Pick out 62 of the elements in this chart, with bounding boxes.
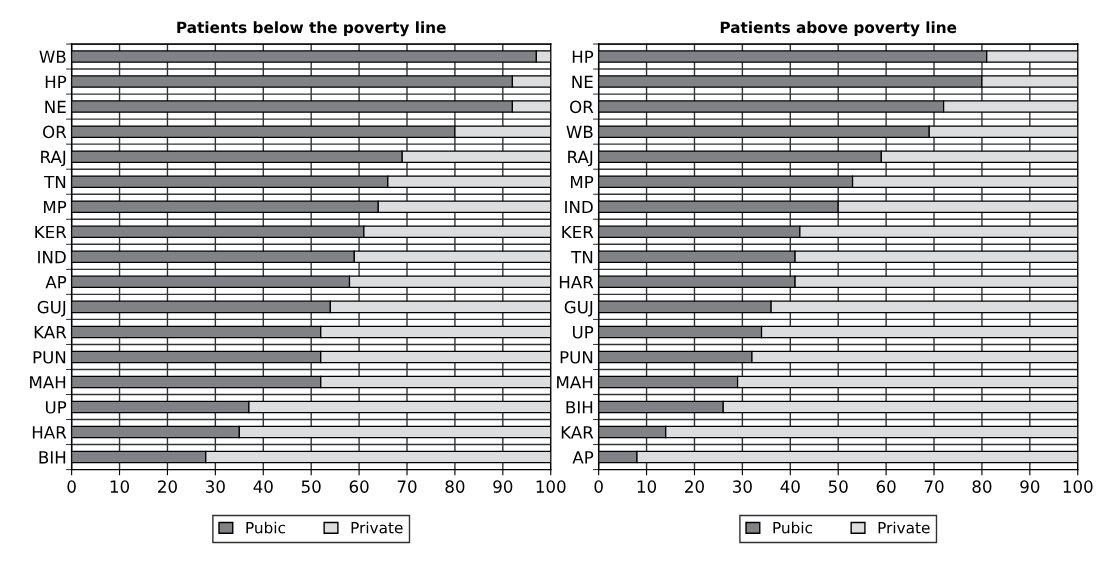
legend-label: Pubic	[246, 521, 285, 534]
x-tick-label: 20	[158, 480, 177, 493]
x-tick-label: 100	[1063, 480, 1093, 493]
x-tick-label: 20	[685, 480, 704, 493]
y-tick-label: KER	[562, 225, 594, 239]
x-tick-label: 90	[1020, 480, 1040, 493]
y-tick-label: WB	[566, 125, 593, 138]
legend-label: Private	[351, 521, 403, 534]
y-tick-label: HAR	[559, 276, 594, 289]
y-tick-label: MAH	[30, 376, 66, 389]
x-tick-label: 10	[637, 480, 657, 493]
y-tick-label: IND	[38, 250, 66, 264]
y-tick-label: BIH	[566, 401, 593, 414]
x-tick-label: 40	[780, 480, 800, 493]
y-tick-label: MAH	[557, 376, 593, 389]
x-tick-label: 50	[828, 480, 848, 493]
y-tick-label: RAJ	[41, 150, 66, 167]
y-tick-label: KER	[35, 225, 67, 239]
x-tick-label: 100	[536, 480, 566, 493]
chart-title: Patients below the poverty line	[177, 21, 446, 37]
y-tick-label: WB	[39, 50, 66, 63]
y-tick-label: AP	[45, 276, 67, 289]
y-tick-label: BIH	[39, 451, 66, 464]
x-tick-label: 60	[349, 480, 369, 493]
x-tick-label: 40	[253, 480, 273, 493]
x-tick-label: 70	[924, 480, 944, 493]
y-tick-label: IND	[565, 200, 593, 214]
x-tick-label: 90	[493, 480, 513, 493]
x-tick-label: 60	[876, 480, 896, 493]
legend-label: Pubic	[773, 521, 813, 534]
y-tick-label: AP	[572, 451, 594, 464]
y-tick-label: HP	[572, 50, 594, 63]
y-tick-label: UP	[45, 401, 67, 414]
y-tick-label: KAR	[34, 326, 67, 339]
chart-title: Patients above poverty line	[720, 21, 957, 37]
y-tick-label: HAR	[32, 426, 67, 439]
x-tick-label: 0	[67, 480, 76, 493]
y-tick-label: OR	[43, 125, 67, 139]
x-tick-label: 30	[733, 480, 752, 493]
y-tick-label: GUJ	[564, 300, 593, 317]
y-tick-label: UP	[572, 326, 594, 339]
y-tick-label: TN	[571, 250, 593, 264]
y-tick-label: NE	[572, 75, 593, 88]
y-tick-label: MP	[570, 175, 594, 189]
y-tick-label: MP	[43, 200, 67, 214]
y-tick-label: PUN	[33, 351, 66, 364]
x-tick-label: 0	[594, 480, 603, 493]
x-tick-label: 80	[445, 480, 465, 493]
y-tick-label: KAR	[561, 426, 594, 439]
y-tick-label: OR	[570, 100, 594, 114]
x-tick-label: 50	[301, 480, 321, 493]
x-tick-label: 80	[972, 480, 992, 493]
y-tick-label: NE	[45, 100, 66, 113]
legend-label: Private	[878, 521, 930, 534]
y-tick-label: TN	[44, 175, 66, 189]
x-tick-label: 70	[397, 480, 417, 493]
y-tick-label: PUN	[560, 351, 593, 364]
y-tick-label: RAJ	[568, 150, 593, 167]
y-tick-label: HP	[45, 75, 67, 88]
x-tick-label: 10	[110, 480, 130, 493]
x-tick-label: 30	[206, 480, 225, 493]
y-tick-label: GUJ	[37, 300, 66, 317]
